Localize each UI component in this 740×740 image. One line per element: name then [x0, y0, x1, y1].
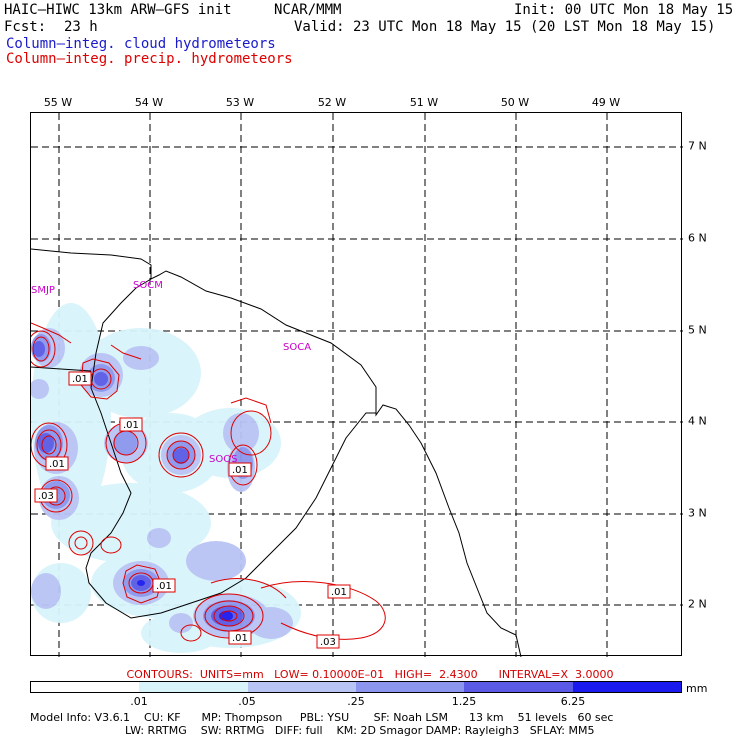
- color-bar-units: mm: [686, 682, 708, 695]
- svg-text:.01: .01: [232, 465, 248, 476]
- svg-text:.01: .01: [49, 459, 65, 470]
- fcst-value: 23 h: [64, 19, 98, 35]
- lon-label: 52 W: [317, 96, 347, 109]
- fcst-label: Fcst:: [4, 19, 47, 35]
- station-label: SOCA: [283, 342, 311, 353]
- lon-label: 49 W: [591, 96, 621, 109]
- field-cloud-label: Column–integ. cloud hydrometeors: [6, 36, 276, 52]
- init-time: Init: 00 UTC Mon 18 May 15: [514, 2, 734, 18]
- border-line: [85, 278, 376, 619]
- svg-text:.01: .01: [72, 374, 88, 385]
- color-bar-label: .05: [238, 695, 256, 708]
- station-label: SMJP: [31, 285, 55, 296]
- color-bar-segment: [355, 682, 465, 692]
- svg-text:.03: .03: [38, 491, 54, 502]
- station-labels: SMJP SOCM SOCA SOOS: [31, 280, 311, 465]
- color-bar: [30, 681, 682, 693]
- contour-label: .01: [152, 578, 176, 593]
- color-bar-label: 1.25: [451, 695, 477, 708]
- lat-label: 2 N: [688, 597, 707, 611]
- svg-text:.01: .01: [331, 587, 347, 598]
- lat-label: 3 N: [688, 506, 707, 520]
- contour-label: .01: [327, 584, 351, 599]
- model-info-line1: Model Info: V3.6.1 CU: KF MP: Thompson P…: [30, 711, 614, 724]
- lat-label: 4 N: [688, 414, 707, 428]
- contour-label: .01: [228, 630, 252, 645]
- coast-line: [30, 248, 522, 658]
- model-info-line2: LW: RRTMG SW: RRTMG DIFF: full KM: 2D Sm…: [125, 724, 595, 737]
- lat-label: 6 N: [688, 231, 707, 245]
- station-label: SOCM: [133, 280, 163, 291]
- color-bar-segment: [464, 682, 573, 692]
- color-bar-label: 6.25: [560, 695, 586, 708]
- contour-label: .01: [228, 462, 252, 477]
- lat-label: 7 N: [688, 139, 707, 153]
- field-precip-label: Column–integ. precip. hydrometeors: [6, 51, 293, 67]
- color-bar-segment: [572, 682, 681, 692]
- contour-label: .01: [68, 371, 92, 386]
- contour-label: .03: [316, 634, 340, 649]
- contour-labels: .01 .01 .01 .01 .03 .01 .01 .01: [34, 371, 351, 649]
- model-title: HAIC–HIWC 13km ARW–GFS init: [4, 2, 232, 18]
- lat-label: 5 N: [688, 323, 707, 337]
- contour-label: .01: [119, 417, 143, 432]
- border-line: [30, 366, 92, 372]
- svg-text:.03: .03: [320, 637, 336, 648]
- contour-label: .03: [34, 488, 58, 503]
- lon-label: 51 W: [409, 96, 439, 109]
- color-bar-segment: [31, 682, 140, 692]
- coastline: [30, 248, 522, 658]
- svg-text:.01: .01: [123, 420, 139, 431]
- contours-info: CONTOURS: UNITS=mm LOW= 0.10000E–01 HIGH…: [126, 668, 614, 681]
- color-bar-label: .01: [130, 695, 148, 708]
- lon-label: 50 W: [500, 96, 530, 109]
- valid-time: Valid: 23 UTC Mon 18 May 15 (20 LST Mon …: [294, 19, 716, 35]
- contour-label: .01: [45, 456, 69, 471]
- map-panel: SMJP SOCM SOCA SOOS .01 .01 .01 .01 .03 …: [26, 112, 683, 658]
- color-bar-segment: [247, 682, 356, 692]
- cloud-shading: [29, 303, 301, 653]
- station-label: SOOS: [209, 454, 237, 465]
- color-bar-segment: [139, 682, 248, 692]
- lon-label: 53 W: [225, 96, 255, 109]
- svg-text:.01: .01: [156, 581, 172, 592]
- lon-label: 54 W: [134, 96, 164, 109]
- color-bar-label: .25: [347, 695, 365, 708]
- lon-label: 55 W: [43, 96, 73, 109]
- svg-text:.01: .01: [232, 633, 248, 644]
- org-label: NCAR/MMM: [274, 2, 342, 18]
